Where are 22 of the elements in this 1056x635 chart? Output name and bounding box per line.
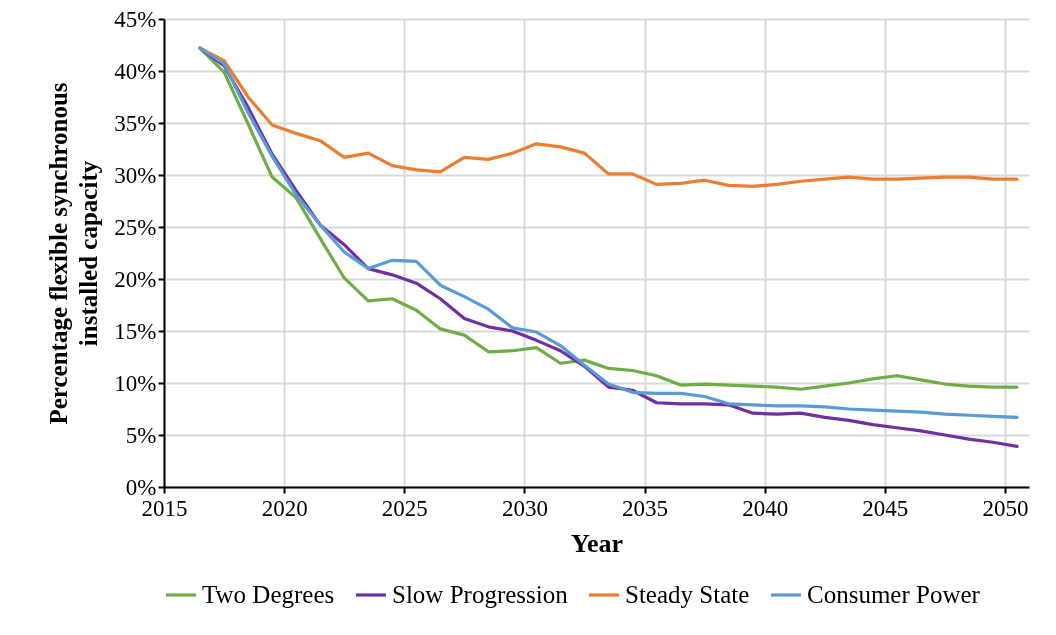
y-tick-label: 25% <box>114 214 157 240</box>
x-tick-label: 2050 <box>982 495 1029 521</box>
y-tick-label: 15% <box>114 318 157 344</box>
legend-label: Slow Progression <box>392 581 569 608</box>
y-axis-title: Percentage flexible synchronous installed capacity <box>45 82 103 425</box>
y-tick-label: 35% <box>114 110 157 136</box>
y-tick-label: 30% <box>114 162 157 188</box>
x-axis-title: Year <box>571 528 623 558</box>
legend-label: Steady State <box>625 581 750 608</box>
x-tick-label: 2020 <box>261 495 308 521</box>
y-tick-label: 45% <box>114 6 157 32</box>
x-tick-label: 2040 <box>742 495 789 521</box>
y-tick-label: 40% <box>114 58 157 84</box>
y-tick-label: 10% <box>114 370 157 396</box>
y-tick-label: 5% <box>125 422 157 448</box>
legend-label: Consumer Power <box>807 581 981 608</box>
x-tick-label: 2030 <box>501 495 548 521</box>
y-tick-label: 20% <box>114 266 157 292</box>
x-tick-label: 2025 <box>381 495 428 521</box>
x-tick-label: 2045 <box>862 495 909 521</box>
legend-label: Two Degrees <box>202 581 335 608</box>
x-tick-label: 2035 <box>622 495 669 521</box>
